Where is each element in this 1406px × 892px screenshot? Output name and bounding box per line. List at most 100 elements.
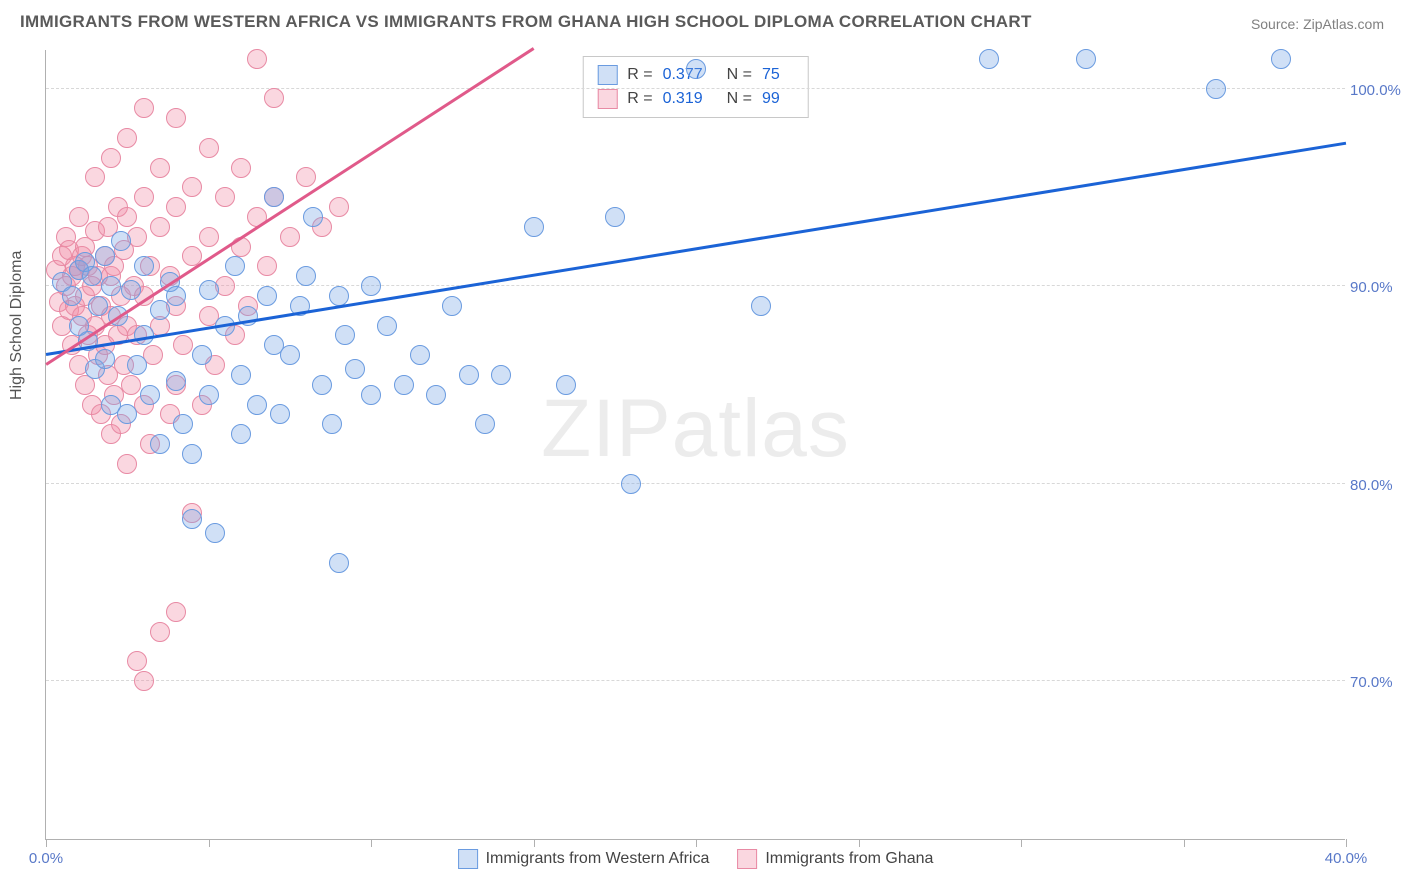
scatter-marker <box>231 424 251 444</box>
scatter-marker <box>117 454 137 474</box>
scatter-marker <box>134 98 154 118</box>
trend-line <box>46 141 1346 355</box>
scatter-marker <box>62 286 82 306</box>
scatter-marker <box>182 444 202 464</box>
scatter-marker <box>69 355 89 375</box>
scatter-marker <box>166 602 186 622</box>
swatch-icon <box>737 849 757 869</box>
scatter-marker <box>95 246 115 266</box>
gridline <box>46 88 1345 89</box>
scatter-marker <box>225 256 245 276</box>
scatter-marker <box>264 335 284 355</box>
scatter-marker <box>140 256 160 276</box>
scatter-marker <box>127 651 147 671</box>
scatter-marker <box>199 385 219 405</box>
scatter-marker <box>75 286 95 306</box>
scatter-marker <box>205 523 225 543</box>
scatter-marker <box>166 296 186 316</box>
scatter-marker <box>394 375 414 395</box>
scatter-marker <box>134 395 154 415</box>
scatter-marker <box>751 296 771 316</box>
scatter-marker <box>65 296 85 316</box>
scatter-marker <box>101 395 121 415</box>
x-tick <box>209 839 210 847</box>
scatter-marker <box>556 375 576 395</box>
trend-line <box>45 47 534 365</box>
scatter-marker <box>117 404 137 424</box>
scatter-marker <box>91 404 111 424</box>
scatter-marker <box>85 167 105 187</box>
scatter-marker <box>101 148 121 168</box>
scatter-marker <box>59 300 79 320</box>
scatter-marker <box>52 316 72 336</box>
scatter-marker <box>173 414 193 434</box>
scatter-marker <box>280 345 300 365</box>
scatter-marker <box>166 371 186 391</box>
scatter-marker <box>225 325 245 345</box>
scatter-marker <box>192 345 212 365</box>
scatter-marker <box>72 306 92 326</box>
gridline <box>46 483 1345 484</box>
scatter-marker <box>329 286 349 306</box>
scatter-marker <box>117 316 137 336</box>
scatter-marker <box>127 325 147 345</box>
scatter-marker <box>101 276 121 296</box>
scatter-marker <box>111 286 131 306</box>
scatter-marker <box>199 227 219 247</box>
x-tick <box>1021 839 1022 847</box>
scatter-marker <box>264 187 284 207</box>
scatter-marker <box>62 266 82 286</box>
scatter-marker <box>166 286 186 306</box>
scatter-marker <box>192 395 212 415</box>
x-tick <box>46 839 47 847</box>
scatter-marker <box>231 158 251 178</box>
y-tick-label: 90.0% <box>1350 279 1405 296</box>
scatter-marker <box>65 256 85 276</box>
scatter-marker <box>166 197 186 217</box>
gridline <box>46 680 1345 681</box>
scatter-marker <box>257 256 277 276</box>
x-tick <box>1184 839 1185 847</box>
y-tick-label: 70.0% <box>1350 674 1405 691</box>
scatter-marker <box>238 296 258 316</box>
scatter-marker <box>75 237 95 257</box>
swatch-icon <box>458 849 478 869</box>
scatter-marker <box>199 306 219 326</box>
scatter-marker <box>215 187 235 207</box>
scatter-marker <box>264 88 284 108</box>
x-tick <box>859 839 860 847</box>
scatter-marker <box>140 434 160 454</box>
scatter-marker <box>95 349 115 369</box>
source-attribution: Source: ZipAtlas.com <box>1251 16 1384 32</box>
scatter-marker <box>199 280 219 300</box>
scatter-marker <box>182 509 202 529</box>
x-tick-label: 40.0% <box>1325 850 1368 867</box>
scatter-marker <box>979 49 999 69</box>
scatter-marker <box>1076 49 1096 69</box>
y-tick-label: 80.0% <box>1350 477 1405 494</box>
scatter-marker <box>312 217 332 237</box>
scatter-marker <box>410 345 430 365</box>
scatter-marker <box>205 355 225 375</box>
scatter-marker <box>69 260 89 280</box>
scatter-marker <box>160 404 180 424</box>
scatter-marker <box>322 414 342 434</box>
x-tick <box>534 839 535 847</box>
scatter-marker <box>166 375 186 395</box>
scatter-marker <box>69 207 89 227</box>
scatter-marker <box>72 246 92 266</box>
scatter-marker <box>361 276 381 296</box>
scatter-marker <box>98 365 118 385</box>
scatter-marker <box>121 280 141 300</box>
scatter-marker <box>111 231 131 251</box>
scatter-marker <box>182 503 202 523</box>
scatter-marker <box>134 256 154 276</box>
scatter-marker <box>104 256 124 276</box>
scatter-marker <box>75 375 95 395</box>
scatter-marker <box>231 365 251 385</box>
scatter-marker <box>524 217 544 237</box>
scatter-marker <box>1271 49 1291 69</box>
scatter-marker <box>69 316 89 336</box>
x-tick <box>371 839 372 847</box>
scatter-marker <box>426 385 446 405</box>
